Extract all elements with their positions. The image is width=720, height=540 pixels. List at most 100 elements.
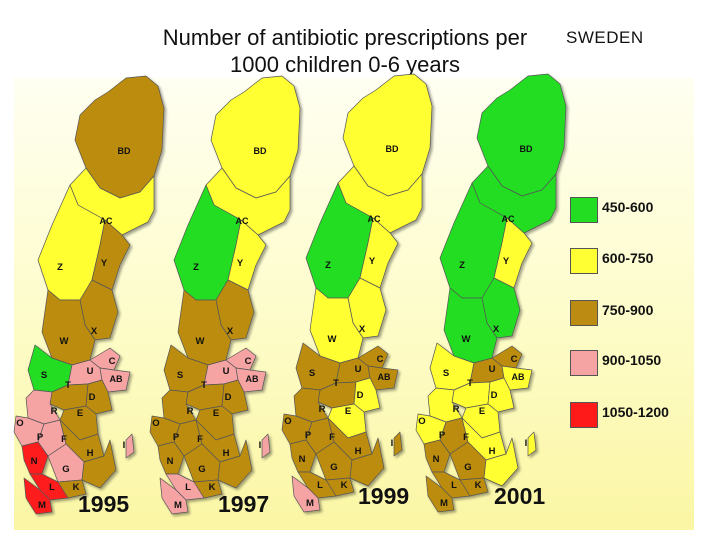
region-y	[91, 219, 131, 291]
region-label: L	[49, 482, 55, 493]
map-labels-2001: BD AC Z Y X W S U C AB T D R E O P F N G H I L K M	[418, 144, 533, 509]
region-label: BD	[386, 144, 399, 154]
region-m	[291, 475, 321, 513]
map-labels-1999: BD AC Z Y X W S U C AB T D R E O P F N G H I L K M	[284, 144, 399, 509]
region-label: M	[38, 500, 46, 511]
region-label: P	[439, 430, 446, 441]
region-label: F	[329, 432, 335, 443]
region-label: G	[464, 462, 471, 473]
legend-item: 750-900	[568, 300, 698, 330]
region-c	[225, 347, 257, 371]
region-label: F	[463, 432, 469, 443]
region-label: BD	[520, 144, 533, 154]
region-label: N	[31, 456, 38, 467]
region-label: S	[177, 370, 183, 381]
region-label: AB	[378, 372, 391, 382]
legend-swatch	[570, 300, 598, 326]
region-label: R	[51, 406, 58, 417]
region-label: F	[61, 434, 67, 445]
legend-swatch	[570, 402, 598, 428]
region-label: D	[491, 390, 498, 401]
region-label: G	[198, 464, 205, 475]
region-label: O	[284, 416, 291, 427]
region-y	[227, 219, 267, 291]
region-i	[393, 431, 403, 457]
region-label: E	[213, 408, 219, 419]
region-label: AB	[246, 374, 259, 384]
region-w	[41, 289, 96, 366]
region-label: Y	[237, 258, 244, 269]
region-label: AB	[110, 374, 123, 384]
region-label: U	[87, 366, 94, 377]
region-label: Z	[57, 262, 63, 273]
region-label: E	[479, 406, 485, 417]
region-label: Z	[325, 260, 331, 271]
region-label: AC	[368, 214, 381, 224]
region-i	[125, 433, 135, 459]
region-c	[491, 345, 523, 369]
region-label: N	[433, 454, 440, 465]
region-label: R	[453, 404, 460, 415]
region-c	[89, 347, 121, 371]
region-label: Z	[459, 260, 465, 271]
region-label: N	[167, 456, 174, 467]
year-label: 2001	[494, 483, 545, 509]
region-label: D	[357, 390, 364, 401]
region-label: C	[377, 354, 384, 365]
region-label: T	[201, 380, 207, 391]
region-label: T	[467, 378, 473, 389]
region-label: W	[462, 334, 471, 345]
region-label: I	[123, 440, 126, 451]
region-label: S	[443, 368, 449, 379]
region-label: G	[62, 464, 69, 475]
region-i	[261, 433, 271, 459]
map-1999	[281, 73, 433, 513]
title-line-1: Number of antibiotic prescriptions per	[162, 25, 528, 50]
region-label: W	[328, 334, 337, 345]
region-label: M	[440, 498, 448, 509]
region-label: C	[511, 354, 518, 365]
map-labels-1997: BD AC Z Y X W S U C AB T D R E O P F N G H I L K M	[152, 146, 267, 511]
region-label: K	[73, 482, 80, 493]
region-label: M	[306, 498, 314, 509]
region-label: G	[330, 462, 337, 473]
region-label: O	[418, 416, 425, 427]
region-label: C	[109, 356, 116, 367]
region-c	[357, 345, 389, 369]
region-label: L	[451, 480, 457, 491]
legend-label: 900-1050	[602, 352, 662, 368]
region-label: O	[152, 418, 159, 429]
region-label: Y	[503, 256, 510, 267]
region-label: L	[185, 482, 191, 493]
map-labels-1995: BD AC Z Y X W S U C AB T D R E O P F N G H I L K M	[16, 146, 131, 511]
region-label: H	[355, 446, 362, 457]
legend-item: 600-750	[568, 248, 698, 278]
map-1997	[149, 75, 301, 515]
region-label: X	[359, 324, 366, 335]
legend-label: 600-750	[602, 250, 654, 266]
region-label: R	[319, 404, 326, 415]
legend-swatch	[570, 350, 598, 376]
map-1995	[13, 75, 165, 515]
region-label: I	[525, 438, 528, 449]
region-label: U	[223, 366, 230, 377]
region-label: W	[60, 336, 69, 347]
region-label: AB	[512, 372, 525, 382]
region-label: T	[65, 380, 71, 391]
region-label: I	[391, 438, 394, 449]
legend-swatch	[570, 248, 598, 274]
region-label: AC	[502, 214, 515, 224]
region-label: AC	[100, 216, 113, 226]
region-label: K	[475, 480, 482, 491]
region-w	[309, 287, 364, 364]
title-line-2: 1000 children 0-6 years	[230, 52, 460, 77]
region-label: X	[227, 326, 234, 337]
region-label: Y	[101, 258, 108, 269]
region-label: M	[174, 500, 182, 511]
region-label: H	[87, 448, 94, 459]
region-label: Z	[193, 262, 199, 273]
region-label: K	[209, 482, 216, 493]
legend-item: 900-1050	[568, 350, 698, 380]
legend-label: 450-600	[602, 199, 654, 215]
